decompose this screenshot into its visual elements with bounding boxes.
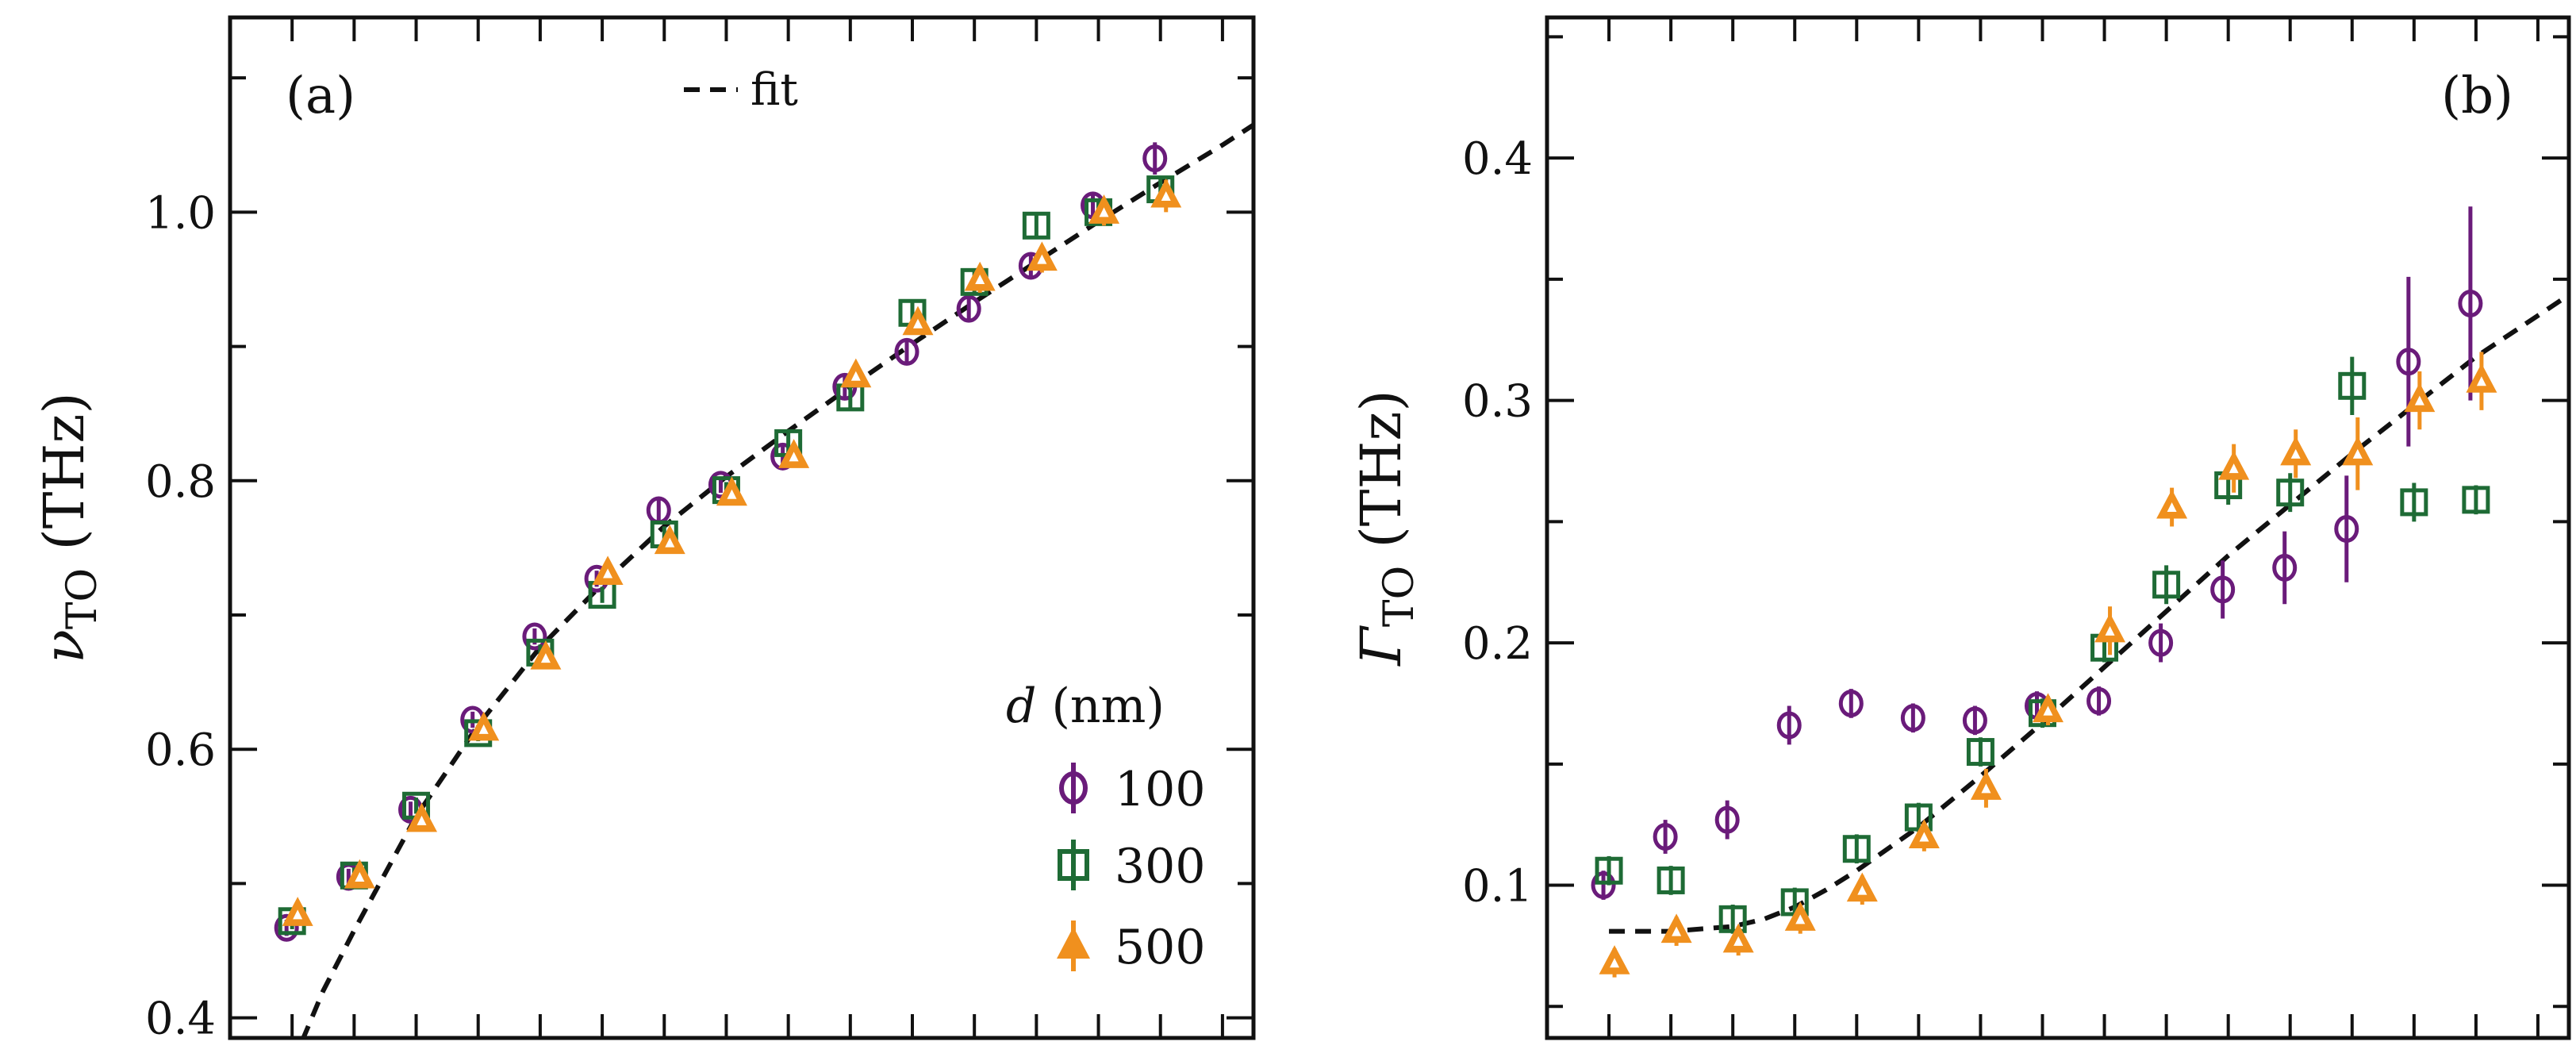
point-500-inner — [1672, 926, 1682, 936]
point-100 — [956, 294, 981, 323]
y-axis-label: ΓTO (THz) — [1349, 390, 1423, 667]
data-layer — [1591, 206, 2569, 978]
y-tick-label: 0.4 — [145, 994, 216, 1045]
fit-line — [1609, 292, 2569, 934]
y-tick-label: 0.4 — [1462, 133, 1533, 185]
point-100 — [1900, 704, 1925, 732]
data-layer — [274, 121, 1253, 1038]
y-axis-symbol: ν — [32, 629, 97, 663]
point-300 — [1718, 905, 1747, 933]
point-500-inner — [1981, 783, 1991, 794]
point-300 — [2400, 488, 2428, 517]
point-300 — [1022, 211, 1050, 240]
point-100 — [1962, 706, 1987, 735]
point-100 — [2087, 686, 2112, 715]
point-100 — [894, 337, 919, 366]
y-tick-label: 0.8 — [145, 456, 216, 508]
point-100 — [2396, 348, 2421, 376]
legend-marker-100 — [1059, 771, 1088, 805]
point-300 — [1657, 866, 1685, 894]
y-tick-label: 0.1 — [1462, 861, 1533, 913]
point-500-inner — [1037, 254, 1047, 264]
point-500-inner — [2290, 448, 2301, 459]
y-tick-label: 0.3 — [1462, 376, 1533, 428]
point-100 — [2148, 628, 2174, 657]
point-300 — [1595, 856, 1623, 885]
point-100 — [2458, 289, 2483, 317]
point-500-inner — [2043, 705, 2053, 716]
point-500-inner — [355, 871, 365, 882]
point-100 — [1776, 711, 1802, 740]
fit-line — [301, 121, 1253, 1038]
point-500-inner — [2105, 625, 2115, 636]
point-500-inner — [1857, 885, 1868, 895]
plot-frame — [228, 15, 1256, 1040]
point-100 — [1142, 144, 1168, 173]
point-100 — [522, 622, 547, 651]
point-300 — [1904, 803, 1933, 832]
point-500-inner — [1610, 958, 1620, 968]
y-axis-symbol: Γ — [1349, 625, 1414, 667]
point-500-inner — [540, 653, 551, 663]
legend-fit-label: fit — [751, 64, 798, 116]
point-500-inner — [665, 537, 675, 548]
y-axis-unit: (THz) — [1349, 390, 1414, 565]
point-500-inner — [2352, 448, 2363, 459]
point-500-inner — [850, 371, 861, 381]
point-100 — [1591, 871, 1616, 900]
legend-label-500: 500 — [1115, 920, 1206, 975]
point-500-inner — [727, 489, 737, 499]
point-500-inner — [1733, 936, 1744, 946]
legend-marker-300 — [1058, 849, 1089, 881]
panel-a: 0.4 0.6 0.8 1.0 νTO (THz) (a) fit d (nm) 100 300 5… — [32, 15, 1256, 1045]
point-100 — [1838, 689, 1864, 717]
point-100 — [1714, 805, 1740, 834]
plot-frame — [1545, 15, 2571, 1040]
point-500-inner — [913, 318, 923, 329]
point-300 — [2462, 486, 2490, 514]
legend-title-unit: (nm) — [1036, 678, 1164, 734]
point-300 — [2338, 371, 2367, 400]
legend-title-symbol: d — [1006, 678, 1036, 734]
legend-title: d (nm) — [1006, 678, 1165, 734]
panel-b: 0.1 0.2 0.3 0.4 ΓTO (THz) (b) — [1349, 15, 2571, 1040]
y-axis-subscript: TO — [59, 568, 106, 629]
point-300 — [1966, 738, 1994, 767]
point-500-inner — [1099, 207, 1109, 217]
y-tick-label: 0.2 — [1462, 618, 1533, 670]
point-500-inner — [2167, 502, 2177, 513]
point-300 — [2152, 571, 2181, 599]
point-300 — [2276, 479, 2305, 507]
point-500-inner — [2476, 376, 2486, 386]
legend-label-300: 300 — [1115, 839, 1206, 894]
point-500-inner — [1161, 191, 1171, 202]
point-500-inner — [789, 452, 799, 462]
point-100 — [2210, 575, 2236, 604]
point-100 — [2334, 515, 2359, 544]
point-500-inner — [417, 815, 427, 825]
y-tick-label: 0.6 — [145, 725, 216, 776]
point-500-inner — [975, 274, 985, 284]
point-500-inner — [2229, 463, 2239, 474]
point-300 — [1842, 835, 1871, 863]
point-100 — [274, 913, 299, 942]
y-tick-label: 1.0 — [145, 187, 216, 239]
legend-marker-500 — [1057, 927, 1090, 959]
panel-label: (a) — [286, 67, 355, 125]
y-axis-subscript: TO — [1376, 566, 1423, 627]
panel-label: (b) — [2441, 67, 2513, 125]
point-100 — [2272, 553, 2298, 582]
point-500-inner — [1795, 914, 1806, 924]
point-500-inner — [603, 568, 613, 578]
point-500-inner — [2414, 395, 2424, 406]
y-axis-label: νTO (THz) — [32, 392, 106, 663]
point-500-inner — [293, 909, 303, 920]
point-100 — [1653, 822, 1678, 851]
legend-label-100: 100 — [1115, 762, 1206, 817]
point-500-inner — [478, 724, 489, 734]
y-axis-unit: (THz) — [32, 392, 97, 567]
point-500-inner — [1919, 832, 1929, 842]
